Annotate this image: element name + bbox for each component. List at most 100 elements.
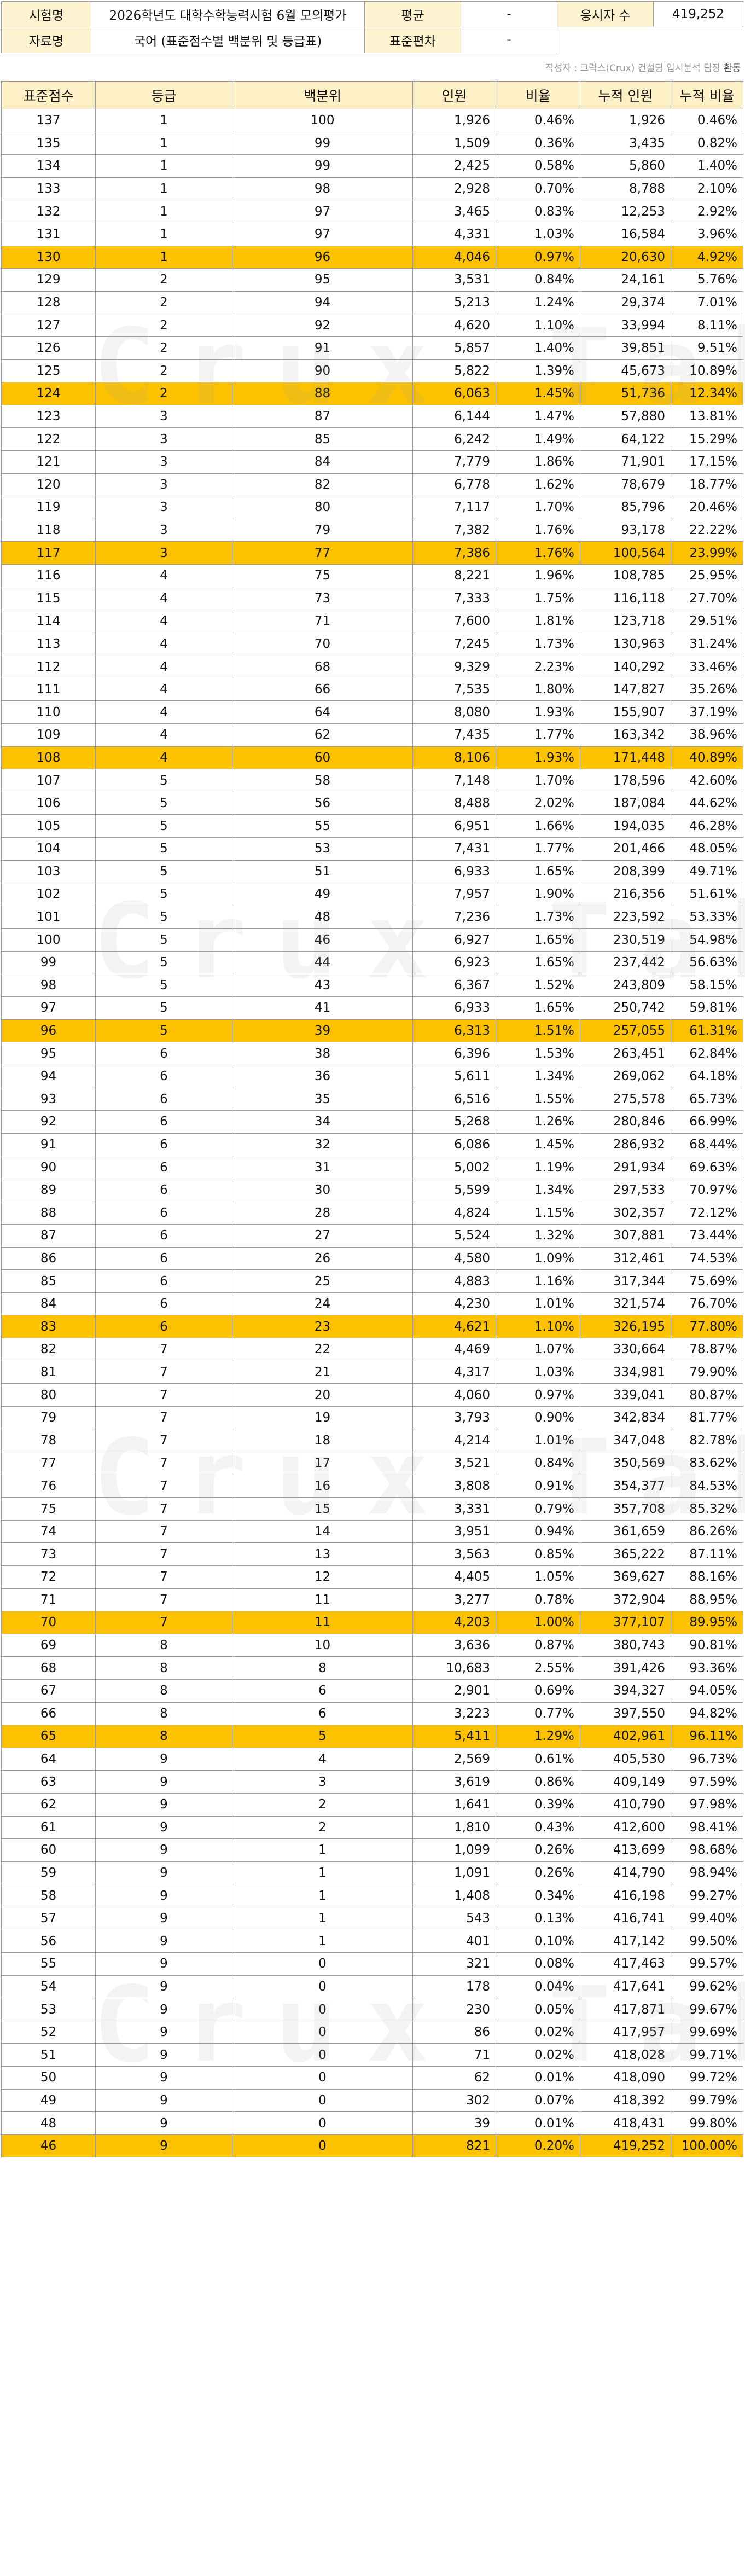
- cell-standard-score: 50: [1, 2066, 96, 2090]
- cell-percentile: 14: [232, 1519, 413, 1544]
- cell-count: 1,099: [412, 1838, 496, 1862]
- cell-cumulative-ratio: 97.98%: [671, 1792, 743, 1817]
- cell-ratio: 1.75%: [496, 587, 580, 611]
- table-row: 92 6 34 5,268 1.26% 280,846 66.99%: [1, 1110, 743, 1134]
- cell-cumulative-ratio: 51.61%: [671, 883, 743, 906]
- cell-standard-score: 53: [1, 1998, 96, 2021]
- cell-cumulative-count: 414,790: [580, 1861, 671, 1885]
- cell-grade: 7: [95, 1452, 232, 1475]
- cell-cumulative-count: 297,533: [580, 1178, 671, 1202]
- cell-cumulative-count: 350,569: [580, 1452, 671, 1475]
- cell-cumulative-ratio: 44.62%: [671, 791, 743, 815]
- cell-standard-score: 69: [1, 1633, 96, 1657]
- cell-count: 7,957: [412, 883, 496, 906]
- cell-cumulative-count: 24,161: [580, 268, 671, 292]
- cell-grade: 7: [95, 1588, 232, 1612]
- cell-standard-score: 74: [1, 1519, 96, 1544]
- cell-cumulative-ratio: 73.44%: [671, 1224, 743, 1248]
- cell-percentile: 18: [232, 1429, 413, 1453]
- table-row: 125 2 90 5,822 1.39% 45,673 10.89%: [1, 359, 743, 383]
- cell-standard-score: 82: [1, 1338, 96, 1361]
- cell-cumulative-count: 317,344: [580, 1269, 671, 1293]
- cell-standard-score: 75: [1, 1497, 96, 1521]
- cell-cumulative-count: 57,880: [580, 404, 671, 428]
- cell-cumulative-ratio: 98.68%: [671, 1838, 743, 1862]
- table-row: 74 7 14 3,951 0.94% 361,659 86.26%: [1, 1519, 743, 1544]
- cell-grade: 2: [95, 268, 232, 292]
- cell-ratio: 0.83%: [496, 200, 580, 223]
- table-row: 54 9 0 178 0.04% 417,641 99.62%: [1, 1975, 743, 1999]
- cell-cumulative-ratio: 40.89%: [671, 746, 743, 770]
- cell-count: 5,611: [412, 1064, 496, 1088]
- cell-cumulative-count: 85,796: [580, 496, 671, 519]
- cell-grade: 9: [95, 1906, 232, 1930]
- table-row-grade-cutoff: 46 9 0 821 0.20% 419,252 100.00%: [1, 2134, 743, 2158]
- cell-cumulative-ratio: 99.72%: [671, 2066, 743, 2090]
- cell-percentile: 2: [232, 1792, 413, 1817]
- table-row: 131 1 97 4,331 1.03% 16,584 3.96%: [1, 222, 743, 246]
- cell-ratio: 0.86%: [496, 1770, 580, 1794]
- cell-grade: 6: [95, 1315, 232, 1339]
- cell-cumulative-count: 354,377: [580, 1474, 671, 1498]
- table-row: 76 7 16 3,808 0.91% 354,377 84.53%: [1, 1474, 743, 1498]
- table-row-grade-cutoff: 70 7 11 4,203 1.00% 377,107 89.95%: [1, 1611, 743, 1634]
- cell-percentile: 24: [232, 1292, 413, 1316]
- cell-cumulative-ratio: 25.95%: [671, 564, 743, 588]
- cell-standard-score: 102: [1, 883, 96, 906]
- cell-count: 6,242: [412, 427, 496, 451]
- cell-ratio: 1.55%: [496, 1087, 580, 1111]
- cell-count: 3,636: [412, 1633, 496, 1657]
- cell-cumulative-count: 155,907: [580, 700, 671, 724]
- cell-cumulative-count: 116,118: [580, 587, 671, 611]
- cell-ratio: 0.34%: [496, 1884, 580, 1907]
- header-percentile: 백분위: [232, 81, 413, 109]
- cell-grade: 5: [95, 996, 232, 1020]
- cell-ratio: 1.93%: [496, 746, 580, 770]
- cell-cumulative-ratio: 96.11%: [671, 1725, 743, 1748]
- cell-cumulative-ratio: 99.79%: [671, 2088, 743, 2113]
- table-row: 116 4 75 8,221 1.96% 108,785 25.95%: [1, 564, 743, 588]
- cell-cumulative-count: 20,630: [580, 245, 671, 269]
- cell-cumulative-count: 250,742: [580, 996, 671, 1020]
- cell-cumulative-ratio: 98.94%: [671, 1861, 743, 1885]
- cell-cumulative-ratio: 46.28%: [671, 814, 743, 838]
- cell-cumulative-count: 100,564: [580, 541, 671, 565]
- table-row: 68 8 8 10,683 2.55% 391,426 93.36%: [1, 1656, 743, 1680]
- cell-percentile: 91: [232, 336, 413, 360]
- cell-percentile: 23: [232, 1315, 413, 1339]
- cell-percentile: 6: [232, 1702, 413, 1726]
- cell-ratio: 1.34%: [496, 1064, 580, 1088]
- cell-percentile: 34: [232, 1110, 413, 1134]
- table-row: 61 9 2 1,810 0.43% 412,600 98.41%: [1, 1815, 743, 1840]
- cell-cumulative-count: 45,673: [580, 359, 671, 383]
- cell-grade: 9: [95, 2020, 232, 2044]
- cell-percentile: 99: [232, 154, 413, 178]
- cell-cumulative-count: 342,834: [580, 1406, 671, 1430]
- table-row: 72 7 12 4,405 1.05% 369,627 88.16%: [1, 1565, 743, 1589]
- cell-standard-score: 103: [1, 860, 96, 884]
- cell-standard-score: 110: [1, 700, 96, 724]
- cell-cumulative-count: 93,178: [580, 518, 671, 542]
- cell-standard-score: 133: [1, 177, 96, 201]
- table-row-grade-cutoff: 124 2 88 6,063 1.45% 51,736 12.34%: [1, 382, 743, 405]
- cell-grade: 5: [95, 1019, 232, 1043]
- table-row: 105 5 55 6,951 1.66% 194,035 46.28%: [1, 814, 743, 838]
- cell-ratio: 1.09%: [496, 1246, 580, 1270]
- cell-ratio: 0.78%: [496, 1588, 580, 1612]
- cell-standard-score: 96: [1, 1019, 96, 1043]
- table-row: 87 6 27 5,524 1.32% 307,881 73.44%: [1, 1224, 743, 1248]
- cell-cumulative-count: 347,048: [580, 1429, 671, 1453]
- cell-percentile: 21: [232, 1360, 413, 1384]
- cell-standard-score: 108: [1, 746, 96, 770]
- cell-count: 3,793: [412, 1406, 496, 1430]
- cell-count: 5,411: [412, 1725, 496, 1748]
- cell-percentile: 41: [232, 996, 413, 1020]
- cell-count: 821: [412, 2134, 496, 2158]
- cell-count: 7,386: [412, 541, 496, 565]
- cell-count: 6,516: [412, 1087, 496, 1111]
- table-row: 137 1 100 1,926 0.46% 1,926 0.46%: [1, 109, 743, 132]
- author-name: 환동: [723, 63, 741, 74]
- cell-cumulative-ratio: 54.98%: [671, 928, 743, 952]
- cell-count: 7,333: [412, 587, 496, 611]
- cell-count: 7,117: [412, 496, 496, 519]
